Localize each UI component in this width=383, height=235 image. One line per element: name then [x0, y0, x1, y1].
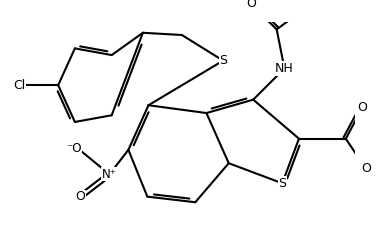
Text: O: O: [75, 190, 85, 203]
Text: O: O: [361, 162, 371, 175]
Text: O: O: [358, 101, 367, 114]
Text: S: S: [219, 54, 227, 67]
Text: S: S: [278, 177, 286, 190]
Text: NH: NH: [275, 62, 294, 75]
Text: Cl: Cl: [13, 79, 25, 92]
Text: O: O: [246, 0, 256, 10]
Text: ⁻O: ⁻O: [66, 142, 82, 155]
Text: N⁺: N⁺: [102, 168, 117, 181]
